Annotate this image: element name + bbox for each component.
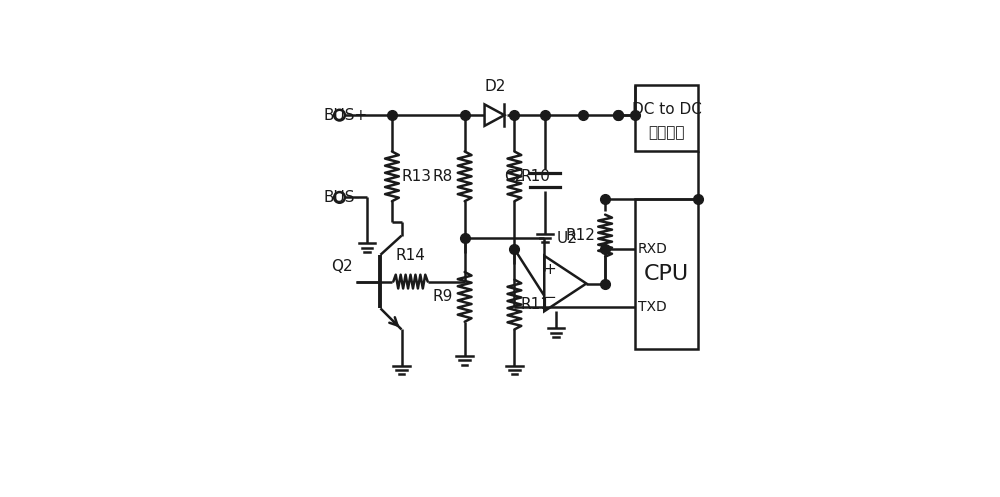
- Text: R9: R9: [433, 289, 453, 304]
- Text: C2: C2: [504, 169, 524, 184]
- FancyBboxPatch shape: [635, 84, 698, 152]
- Text: R10: R10: [520, 169, 550, 184]
- Text: DC to DC: DC to DC: [632, 102, 701, 117]
- Text: BUS+: BUS+: [323, 108, 367, 123]
- Text: D2: D2: [485, 79, 506, 94]
- Text: R12: R12: [566, 228, 596, 243]
- Text: R8: R8: [433, 169, 453, 184]
- Text: Q2: Q2: [331, 259, 353, 274]
- Text: −: −: [543, 290, 556, 305]
- Text: R11: R11: [520, 297, 550, 312]
- Text: R14: R14: [396, 248, 425, 263]
- Text: CPU: CPU: [644, 264, 689, 284]
- Text: TXD: TXD: [638, 300, 667, 314]
- Text: +: +: [543, 262, 556, 277]
- Text: BUS-: BUS-: [323, 190, 360, 205]
- Text: U2: U2: [557, 231, 578, 246]
- Text: R13: R13: [402, 169, 432, 184]
- Text: RXD: RXD: [638, 242, 668, 255]
- Text: 电源电路: 电源电路: [648, 125, 685, 140]
- FancyBboxPatch shape: [635, 199, 698, 348]
